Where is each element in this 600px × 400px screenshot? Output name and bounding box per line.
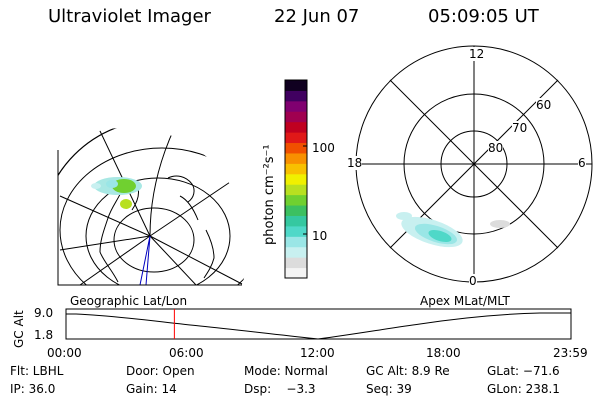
mlat-label-80: 80 <box>488 141 504 155</box>
mlat-label-60: 60 <box>536 98 552 112</box>
colorbar-swatch <box>285 257 307 269</box>
info-seq: Seq: 39 <box>366 382 412 396</box>
colorbar-swatch <box>285 205 307 216</box>
app-title: Ultraviolet Imager <box>48 6 211 27</box>
mlt-label-6: 6 <box>578 156 586 170</box>
colorbar-swatch <box>285 194 307 206</box>
colorbar-swatch <box>285 90 307 102</box>
info-flt: Flt: LBHL <box>10 364 64 378</box>
colorbar-tick-10: 10 <box>312 229 328 243</box>
timeline-tick-4: 23:59 <box>553 346 588 360</box>
info-mode: Mode: Normal <box>244 364 328 378</box>
timeline-tick-2: 12:00 <box>300 346 335 360</box>
colorbar-swatch <box>285 246 307 258</box>
mlt-label-12: 12 <box>469 47 485 61</box>
colorbar-swatch <box>285 173 307 185</box>
timeline-tick-0: 00:00 <box>47 346 82 360</box>
colorbar-swatch <box>285 215 307 227</box>
info-glat: GLat: −71.6 <box>487 364 560 378</box>
colorbar-swatch <box>285 184 307 196</box>
timeline-tick-1: 06:00 <box>169 346 204 360</box>
colorbar-swatch <box>285 152 307 164</box>
image-time: 05:09:05 UT <box>428 6 539 27</box>
colorbar-swatch <box>285 132 307 144</box>
info-gc-alt: GC Alt: 8.9 Re <box>366 364 450 378</box>
mlt-label-18: 18 <box>347 156 363 170</box>
timeline-y-top: 9.0 <box>34 306 54 320</box>
colorbar-swatch <box>285 100 307 112</box>
mlat-label-70: 70 <box>512 121 528 135</box>
image-date: 22 Jun 07 <box>274 6 360 27</box>
info-ip: IP: 36.0 <box>10 382 56 396</box>
info-glon: GLon: 238.1 <box>487 382 560 396</box>
colorbar-swatch <box>285 236 307 248</box>
colorbar-swatch <box>285 121 307 133</box>
timeline-right-label: Apex MLat/MLT <box>420 294 510 308</box>
colorbar-swatch <box>285 163 307 175</box>
info-gain: Gain: 14 <box>126 382 177 396</box>
colorbar-tick-100: 100 <box>312 141 335 155</box>
mlt-label-0: 0 <box>469 274 477 288</box>
colorbar-swatch <box>285 80 307 91</box>
colorbar-swatch <box>285 111 307 123</box>
timeline-left-label: Geographic Lat/Lon <box>70 294 188 308</box>
colorbar-swatch <box>285 142 307 154</box>
timeline-tick-3: 18:00 <box>426 346 461 360</box>
info-dsp: Dsp: −3.3 <box>244 382 316 396</box>
timeline-y-bottom: 1.8 <box>34 328 54 342</box>
colorbar-frame <box>284 79 308 279</box>
info-door: Door: Open <box>126 364 195 378</box>
colorbar-swatch <box>285 267 307 279</box>
colorbar-swatch <box>285 225 307 237</box>
